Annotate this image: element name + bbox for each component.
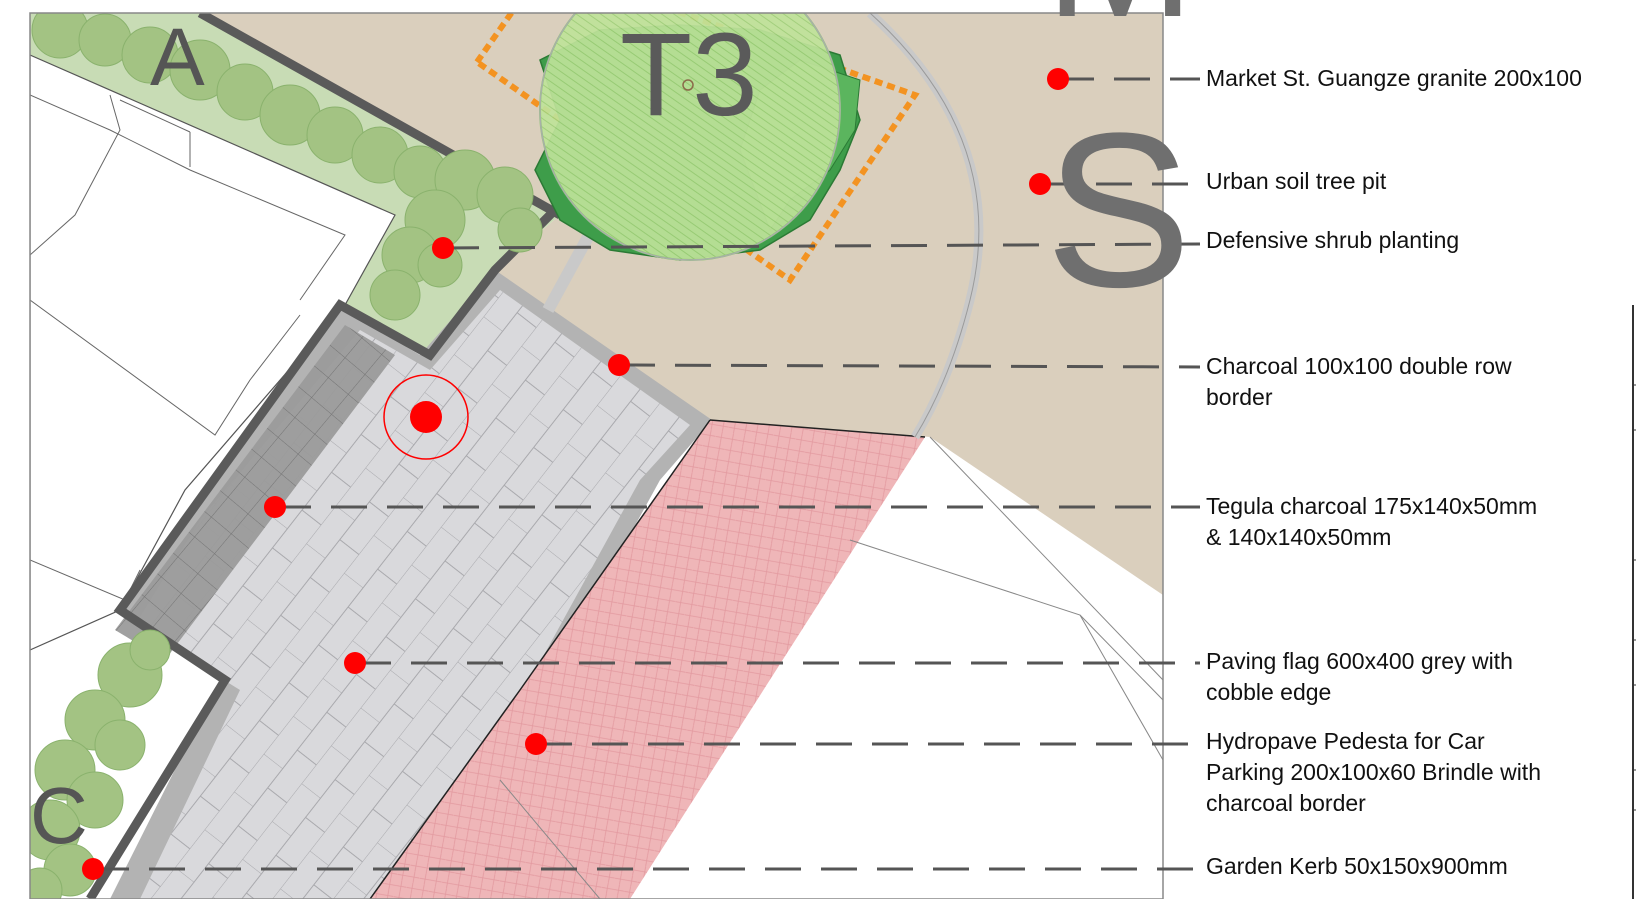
granite-paving-area xyxy=(200,13,1163,595)
marker-selected xyxy=(410,401,442,433)
tree-tag-t3: T3 xyxy=(620,9,758,141)
callout-text: Charcoal 100x100 double row xyxy=(1206,353,1512,379)
callout-label-tegula: Tegula charcoal 175x140x50mm & 140x140x5… xyxy=(1206,491,1537,553)
callout-text: border xyxy=(1206,384,1273,410)
callout-label-hydropave: Hydropave Pedesta for Car Parking 200x10… xyxy=(1206,726,1541,819)
callout-label-charcoal-border: Charcoal 100x100 double row border xyxy=(1206,351,1512,413)
tegula-charcoal-area xyxy=(115,325,395,660)
callout-label-granite: Market St. Guangze granite 200x100 xyxy=(1206,63,1582,94)
callout-text: Urban soil tree pit xyxy=(1206,168,1387,194)
callout-text: Paving flag 600x400 grey with xyxy=(1206,648,1513,674)
leader-lines xyxy=(93,77,1201,871)
zone-letter-c: C xyxy=(30,771,88,860)
callout-text: Tegula charcoal 175x140x50mm xyxy=(1206,493,1538,519)
callout-label-paving-flag: Paving flag 600x400 grey with cobble edg… xyxy=(1206,646,1513,708)
shrub-planting-lower xyxy=(30,629,171,899)
callout-label-shrub: Defensive shrub planting xyxy=(1206,225,1459,256)
callout-text: cobble edge xyxy=(1206,679,1332,705)
hydropave-parking-area xyxy=(370,420,925,899)
marker-shrub xyxy=(432,237,454,259)
callout-text: Defensive shrub planting xyxy=(1206,227,1460,253)
callout-text: Hydropave Pedesta for Car xyxy=(1206,728,1485,754)
building-plot xyxy=(30,54,396,651)
callout-text: & 140x140x50mm xyxy=(1206,524,1392,550)
marker-selected-ring xyxy=(383,374,469,460)
street-letter-s: S xyxy=(1045,87,1192,333)
callout-text: charcoal border xyxy=(1206,790,1366,816)
marker-hydropave xyxy=(525,733,547,755)
callout-markers xyxy=(82,68,1069,880)
marker-tree-pit xyxy=(1029,173,1051,195)
tree-t3 xyxy=(472,13,920,285)
callout-text: Market St. Guangze granite 200x100 xyxy=(1206,65,1582,91)
zone-letter-a: A xyxy=(150,12,205,103)
callout-label-tree-pit: Urban soil tree pit xyxy=(1206,166,1386,197)
callout-label-kerb: Garden Kerb 50x150x900mm xyxy=(1206,851,1508,882)
callout-text: Parking 200x100x60 Brindle with xyxy=(1206,759,1541,785)
street-letter-m: M xyxy=(1045,0,1195,45)
callout-text: Garden Kerb 50x150x900mm xyxy=(1206,853,1508,879)
marker-kerb xyxy=(82,858,104,880)
marker-granite xyxy=(1047,68,1069,90)
marker-charcoal-border xyxy=(608,354,630,376)
marker-tegula xyxy=(264,496,286,518)
marker-paving-flag xyxy=(344,652,366,674)
